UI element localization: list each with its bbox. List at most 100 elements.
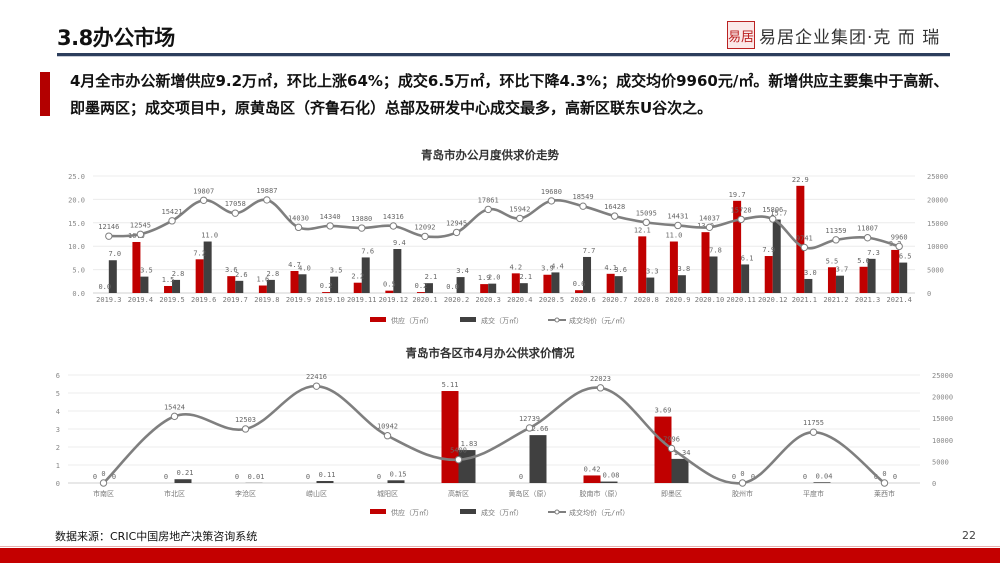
- svg-text:7996: 7996: [663, 435, 680, 443]
- svg-text:3.8: 3.8: [678, 265, 691, 273]
- footer-bar: [0, 548, 1000, 563]
- svg-text:高新区: 高新区: [448, 489, 469, 498]
- svg-text:3.5: 3.5: [330, 267, 343, 275]
- svg-text:0.0: 0.0: [72, 290, 85, 298]
- svg-text:19887: 19887: [256, 187, 277, 195]
- svg-text:2020.11: 2020.11: [726, 296, 756, 304]
- summary-text: 4月全市办公新增供应9.2万㎡，环比上涨64%；成交6.5万㎡，环比下降4.3%…: [70, 72, 949, 117]
- svg-text:10000: 10000: [932, 437, 953, 445]
- svg-text:25000: 25000: [927, 173, 948, 181]
- svg-text:2: 2: [56, 444, 60, 452]
- svg-text:0: 0: [112, 473, 116, 481]
- svg-text:0: 0: [101, 470, 105, 478]
- svg-text:5000: 5000: [932, 458, 949, 466]
- svg-text:5400: 5400: [450, 447, 467, 455]
- svg-text:9960: 9960: [891, 233, 908, 241]
- svg-text:11807: 11807: [857, 225, 878, 233]
- svg-text:20000: 20000: [927, 196, 948, 204]
- title-divider-shadow: [57, 56, 950, 57]
- svg-text:22416: 22416: [306, 373, 327, 381]
- svg-text:3.7: 3.7: [836, 266, 849, 274]
- svg-text:17058: 17058: [225, 200, 246, 208]
- svg-text:11755: 11755: [803, 419, 824, 427]
- brand-logo: 易居 易居企业集团·克 而 瑞: [727, 20, 940, 50]
- svg-text:胶南市（原）: 胶南市（原）: [580, 489, 622, 498]
- svg-text:7.8: 7.8: [709, 246, 722, 254]
- svg-text:平度市: 平度市: [803, 489, 824, 498]
- svg-text:0.2: 0.2: [320, 282, 333, 290]
- svg-text:0: 0: [93, 473, 97, 481]
- svg-text:3.6: 3.6: [225, 266, 238, 274]
- svg-text:2.1: 2.1: [519, 273, 532, 281]
- svg-text:15095: 15095: [636, 209, 657, 217]
- svg-text:0: 0: [56, 480, 60, 488]
- svg-text:0.6: 0.6: [573, 280, 586, 288]
- svg-text:7.9: 7.9: [762, 246, 775, 254]
- svg-text:2019.4: 2019.4: [128, 296, 153, 304]
- svg-text:7.7: 7.7: [583, 247, 596, 255]
- svg-text:6: 6: [56, 372, 60, 380]
- svg-text:0: 0: [732, 473, 736, 481]
- footer-line: [0, 546, 1000, 547]
- svg-text:3.9: 3.9: [541, 265, 554, 273]
- svg-text:14316: 14316: [383, 213, 404, 221]
- svg-text:2019.11: 2019.11: [347, 296, 377, 304]
- svg-text:4.0: 4.0: [298, 264, 311, 272]
- svg-text:2019.6: 2019.6: [191, 296, 216, 304]
- svg-text:2021.4: 2021.4: [887, 296, 912, 304]
- svg-text:12146: 12146: [98, 223, 119, 231]
- svg-text:12092: 12092: [414, 223, 435, 231]
- svg-text:14030: 14030: [288, 214, 309, 222]
- svg-text:0: 0: [927, 290, 931, 298]
- svg-text:0.2: 0.2: [415, 282, 428, 290]
- svg-text:2020.7: 2020.7: [602, 296, 627, 304]
- svg-text:15000: 15000: [927, 220, 948, 228]
- svg-text:2.2: 2.2: [351, 273, 364, 281]
- svg-text:崂山区: 崂山区: [306, 489, 327, 498]
- svg-text:3.0: 3.0: [804, 269, 817, 277]
- svg-text:1.6: 1.6: [257, 276, 270, 284]
- svg-text:成交（万㎡）: 成交（万㎡）: [481, 316, 523, 325]
- svg-text:20000: 20000: [932, 394, 953, 402]
- svg-text:22023: 22023: [590, 375, 611, 383]
- svg-text:10942: 10942: [377, 423, 398, 431]
- svg-text:城阳区: 城阳区: [377, 489, 398, 498]
- svg-text:1.34: 1.34: [674, 449, 691, 457]
- svg-text:3.6: 3.6: [614, 266, 627, 274]
- svg-text:11359: 11359: [825, 227, 846, 235]
- svg-text:0: 0: [803, 473, 807, 481]
- svg-text:1.83: 1.83: [461, 440, 478, 448]
- svg-text:12503: 12503: [235, 416, 256, 424]
- svg-text:15.0: 15.0: [68, 220, 85, 228]
- svg-text:12545: 12545: [130, 221, 151, 229]
- svg-text:0.08: 0.08: [603, 472, 620, 480]
- svg-text:22.9: 22.9: [792, 176, 809, 184]
- chart1-title: 青岛市办公月度供求价走势: [421, 148, 559, 162]
- svg-text:市南区: 市南区: [93, 489, 114, 498]
- svg-text:莱西市: 莱西市: [874, 489, 895, 498]
- svg-text:2020.10: 2020.10: [695, 296, 725, 304]
- svg-text:0: 0: [164, 473, 168, 481]
- data-source: 数据来源：CRIC中国房地产决策咨询系统: [55, 530, 258, 543]
- svg-text:4.7: 4.7: [288, 261, 301, 269]
- svg-text:10000: 10000: [927, 243, 948, 251]
- svg-text:12.1: 12.1: [634, 226, 651, 234]
- svg-text:5000: 5000: [927, 267, 944, 275]
- svg-text:2.6: 2.6: [235, 271, 248, 279]
- svg-text:12739: 12739: [519, 415, 540, 423]
- svg-text:14037: 14037: [699, 214, 720, 222]
- svg-text:13880: 13880: [351, 215, 372, 223]
- svg-text:0: 0: [306, 473, 310, 481]
- svg-text:李沧区: 李沧区: [235, 489, 256, 498]
- title-divider: [57, 53, 950, 56]
- brand-name: 易居企业集团·克 而 瑞: [759, 27, 941, 48]
- svg-text:0.11: 0.11: [319, 471, 336, 479]
- svg-text:0: 0: [882, 470, 886, 478]
- svg-text:0: 0: [740, 470, 744, 478]
- svg-text:25.0: 25.0: [68, 173, 85, 181]
- svg-text:9741: 9741: [796, 234, 813, 242]
- svg-text:9.4: 9.4: [393, 239, 406, 247]
- svg-text:4.4: 4.4: [551, 262, 564, 270]
- svg-text:2019.10: 2019.10: [315, 296, 345, 304]
